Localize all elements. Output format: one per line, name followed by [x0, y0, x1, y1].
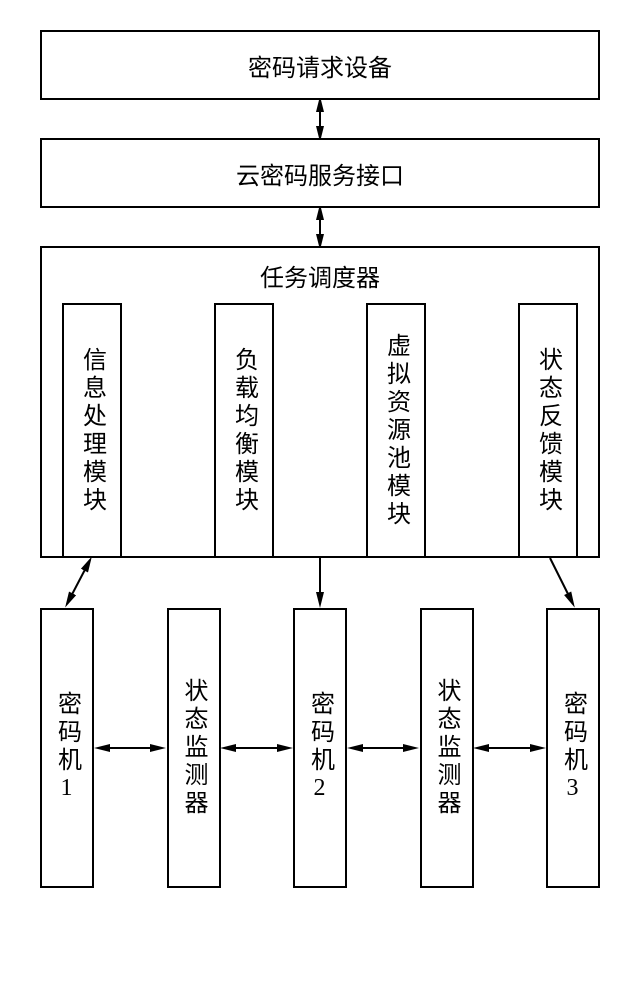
virtual-resource-pool-module: 虚拟资源池模块	[366, 303, 426, 558]
scheduler-to-machines-arrows	[40, 558, 600, 608]
scheduler-title: 任务调度器	[62, 258, 578, 293]
label: 负载均衡模块	[227, 347, 262, 515]
label: 云密码服务接口	[236, 156, 404, 191]
load-balancing-module: 负载均衡模块	[214, 303, 274, 558]
h-arrows	[40, 608, 600, 888]
password-request-device-box: 密码请求设备	[40, 30, 600, 100]
status-feedback-module: 状态反馈模块	[518, 303, 578, 558]
label: 虚拟资源池模块	[379, 333, 414, 529]
arrow-v2	[310, 208, 330, 246]
task-scheduler-box: 任务调度器 信息处理模块 负载均衡模块 虚拟资源池模块 状态反馈模块	[40, 246, 600, 558]
machines-row: 密码机1 状态监测器 密码机2 状态监测器 密码机3	[40, 608, 600, 888]
system-diagram: 密码请求设备 云密码服务接口 任务调度器 信息处理模	[40, 30, 600, 888]
label: 信息处理模块	[75, 347, 110, 515]
label: 密码请求设备	[248, 48, 392, 83]
modules-row: 信息处理模块 负载均衡模块 虚拟资源池模块 状态反馈模块	[62, 303, 578, 556]
arrow-v1	[310, 100, 330, 138]
cloud-crypto-interface-box: 云密码服务接口	[40, 138, 600, 208]
label: 状态反馈模块	[531, 347, 566, 515]
info-processing-module: 信息处理模块	[62, 303, 122, 558]
